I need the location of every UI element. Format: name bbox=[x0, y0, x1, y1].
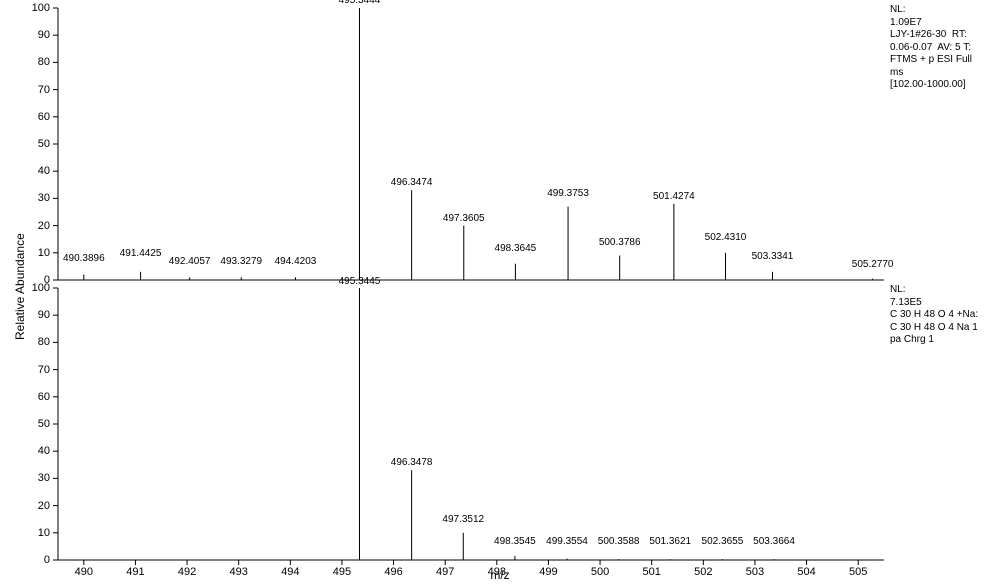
y-tick-label: 90 bbox=[20, 29, 50, 41]
spectrum-panel-bottom: 0102030405060708090100490491492493494495… bbox=[58, 288, 884, 560]
y-tick-label: 60 bbox=[20, 111, 50, 123]
spectrum-panel-top: 0102030405060708090100490.3896491.442549… bbox=[58, 8, 884, 280]
y-tick-label: 10 bbox=[20, 247, 50, 259]
y-tick-label: 0 bbox=[20, 554, 50, 566]
y-tick-label: 100 bbox=[20, 282, 50, 294]
y-tick-label: 70 bbox=[20, 84, 50, 96]
y-tick-label: 50 bbox=[20, 418, 50, 430]
mass-spectrum-dual-panel: Relative Abundance m/z 01020304050607080… bbox=[0, 0, 1000, 584]
y-tick-label: 30 bbox=[20, 192, 50, 204]
y-tick-label: 10 bbox=[20, 527, 50, 539]
y-tick-label: 40 bbox=[20, 445, 50, 457]
panel-svg bbox=[58, 288, 884, 576]
y-tick-label: 100 bbox=[20, 2, 50, 14]
panel-meta-text: NL: 1.09E7 LJY-1#26-30 RT: 0.06-0.07 AV:… bbox=[890, 4, 996, 92]
y-tick-label: 30 bbox=[20, 472, 50, 484]
y-tick-label: 90 bbox=[20, 309, 50, 321]
peak-label: 495.3444 bbox=[339, 0, 381, 6]
y-tick-label: 20 bbox=[20, 500, 50, 512]
y-tick-label: 80 bbox=[20, 56, 50, 68]
panel-meta-text: NL: 7.13E5 C 30 H 48 O 4 +Na: C 30 H 48 … bbox=[890, 284, 996, 347]
panel-svg bbox=[58, 8, 884, 296]
y-tick-label: 80 bbox=[20, 336, 50, 348]
y-tick-label: 20 bbox=[20, 220, 50, 232]
peak-label: 495.3445 bbox=[339, 276, 381, 287]
y-tick-label: 50 bbox=[20, 138, 50, 150]
y-tick-label: 40 bbox=[20, 165, 50, 177]
y-tick-label: 60 bbox=[20, 391, 50, 403]
y-tick-label: 70 bbox=[20, 364, 50, 376]
